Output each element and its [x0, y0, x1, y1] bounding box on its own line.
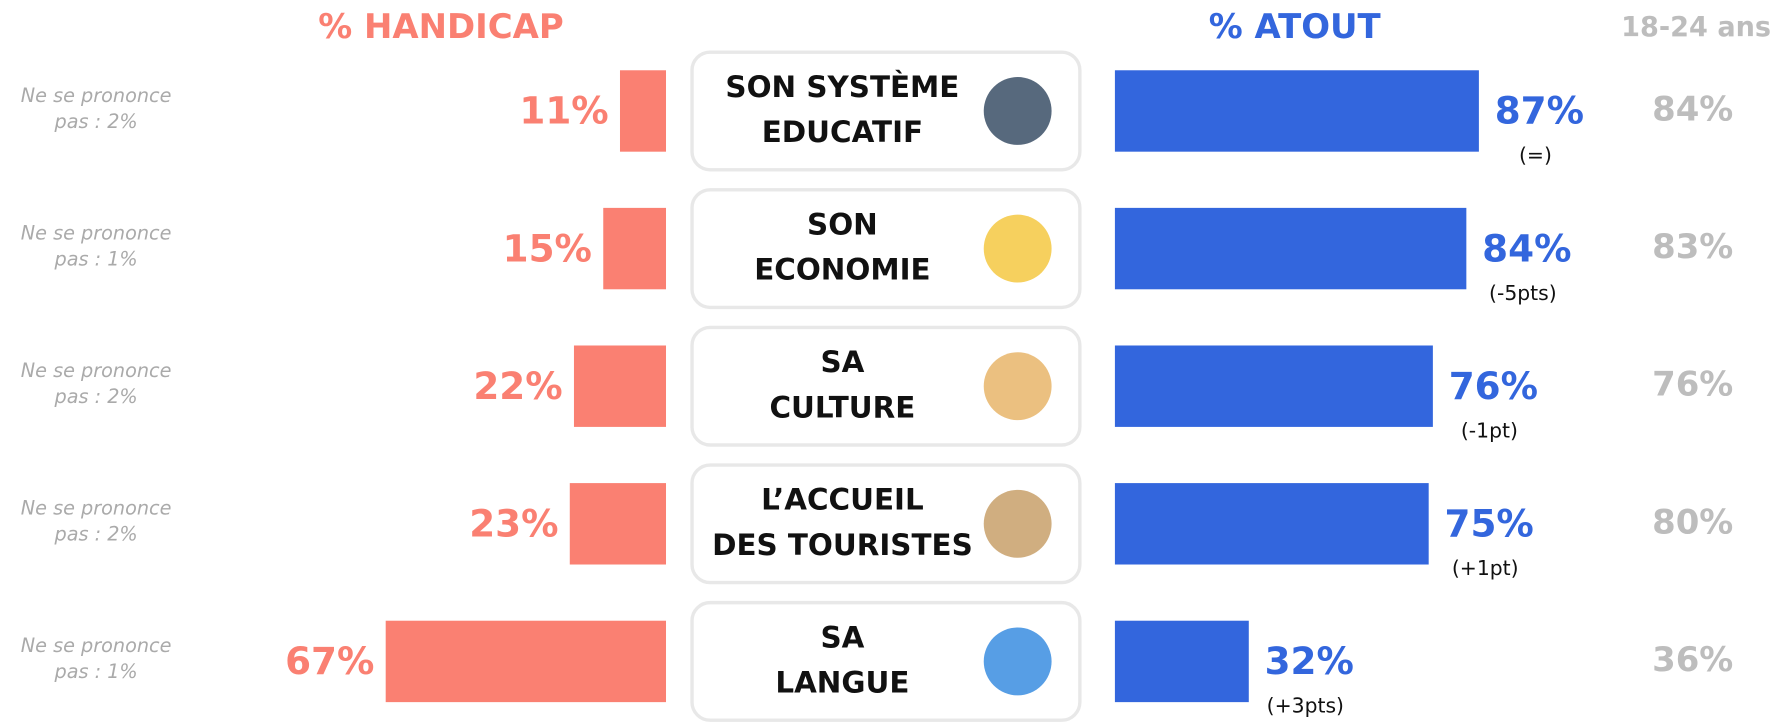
- handicap-bar: [570, 483, 666, 564]
- category-icon: [984, 215, 1052, 283]
- page: % HANDICAP % ATOUT 18-24 ans Ne se prono…: [0, 0, 1773, 724]
- no-response: Ne se prononce: [21, 497, 172, 520]
- handicap-title: % HANDICAP: [318, 7, 564, 46]
- no-response: pas : 1%: [54, 247, 138, 270]
- no-response: Ne se prononce: [21, 84, 172, 107]
- handicap-label: 11%: [519, 89, 608, 133]
- handicap-bar: [603, 208, 666, 289]
- category-icon: [984, 627, 1052, 695]
- no-response: pas : 2%: [54, 110, 138, 133]
- atout-bar: [1115, 621, 1249, 702]
- category-label: SON SYSTÈME: [725, 69, 959, 104]
- category-label: SA: [820, 345, 864, 379]
- change-label: (-1pt): [1461, 418, 1518, 442]
- handicap-label: 23%: [469, 502, 558, 546]
- age-label: 83%: [1652, 227, 1733, 266]
- atout-bar: [1115, 208, 1466, 289]
- category-label: DES TOURISTES: [712, 528, 973, 562]
- category-label: L’ACCUEIL: [761, 483, 924, 517]
- atout-label: 84%: [1482, 226, 1571, 270]
- chart: % HANDICAP % ATOUT 18-24 ans Ne se prono…: [0, 0, 1773, 724]
- change-label: (+1pt): [1452, 556, 1519, 580]
- atout-label: 76%: [1449, 364, 1538, 408]
- age-label: 84%: [1652, 89, 1733, 128]
- no-response: Ne se prononce: [21, 221, 172, 244]
- atout-title: % ATOUT: [1209, 7, 1381, 46]
- category-label: ECONOMIE: [754, 253, 930, 287]
- age-label: 80%: [1652, 502, 1733, 541]
- change-label: (+3pts): [1267, 694, 1344, 718]
- category-label: SON: [807, 207, 878, 241]
- atout-label: 32%: [1265, 639, 1354, 683]
- handicap-label: 15%: [503, 226, 592, 270]
- atout-bar: [1115, 345, 1433, 426]
- handicap-label: 22%: [473, 364, 562, 408]
- change-label: (-5pts): [1489, 281, 1557, 305]
- no-response: Ne se prononce: [21, 634, 172, 657]
- handicap-bar: [386, 621, 666, 702]
- no-response: pas : 1%: [54, 660, 138, 683]
- category-label: SA: [820, 620, 864, 654]
- no-response: pas : 2%: [54, 385, 138, 408]
- atout-label: 87%: [1495, 89, 1584, 133]
- handicap-bar: [620, 70, 666, 151]
- category-icon: [984, 490, 1052, 558]
- category-label: LANGUE: [775, 666, 909, 700]
- category-label: EDUCATIF: [762, 115, 923, 149]
- atout-bar: [1115, 483, 1429, 564]
- category-label: CULTURE: [769, 390, 915, 424]
- no-response: Ne se prononce: [21, 359, 172, 382]
- handicap-label: 67%: [285, 639, 374, 683]
- category-icon: [984, 352, 1052, 420]
- atout-label: 75%: [1445, 502, 1534, 546]
- no-response: pas : 2%: [54, 523, 138, 546]
- change-label: (=): [1519, 143, 1552, 167]
- atout-bar: [1115, 70, 1479, 151]
- age-label: 76%: [1652, 365, 1733, 404]
- age-label: 36%: [1652, 640, 1733, 679]
- age-title: 18-24 ans: [1621, 12, 1771, 43]
- category-icon: [984, 77, 1052, 145]
- handicap-bar: [574, 345, 666, 426]
